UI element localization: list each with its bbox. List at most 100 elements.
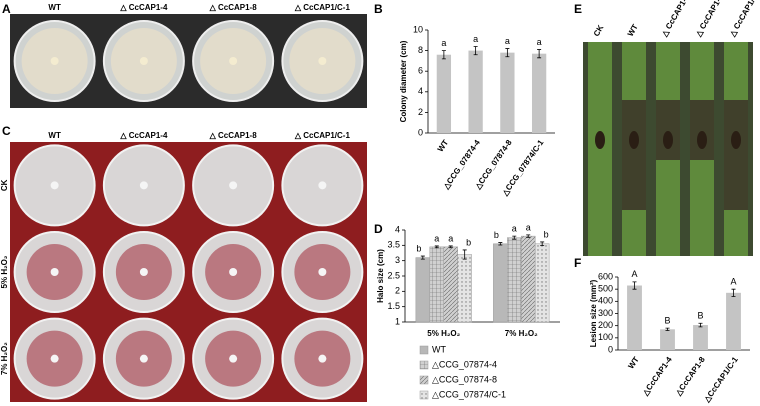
lesion (724, 100, 748, 210)
wound (697, 131, 707, 149)
bar (457, 254, 472, 323)
x-tick-label: △CcCAP1-8 (673, 355, 707, 398)
significance-letter: A (730, 277, 736, 287)
error-bar (462, 249, 467, 260)
significance-letter: b (494, 230, 499, 240)
y-tick-label: 4 (418, 86, 423, 96)
plug (318, 354, 327, 363)
plug (139, 181, 148, 190)
lesion (656, 100, 680, 160)
plug (229, 57, 238, 65)
wound (595, 131, 605, 149)
significance-letter: b (544, 229, 549, 239)
error-bar (505, 48, 510, 58)
plug (50, 57, 59, 65)
column-label: △ CcCAP1-4 (119, 3, 168, 12)
plug (229, 181, 238, 190)
error-bar (448, 245, 453, 249)
column-label: WT (626, 23, 640, 38)
y-tick-label: 1 (395, 316, 400, 326)
column-label: △ CcCAP1/C-1 (294, 131, 351, 140)
panel-label: A (2, 2, 11, 16)
significance-letter: b (416, 243, 421, 253)
y-axis-label: Lesion size (mm²) (589, 279, 598, 347)
y-tick-label: 500 (598, 284, 613, 294)
error-bar (512, 235, 517, 240)
wound (629, 131, 639, 149)
plug (139, 57, 148, 65)
significance-letter: a (441, 38, 446, 48)
legend-label: △CCG_07874/C-1 (432, 389, 506, 399)
column-label: WT (48, 131, 61, 140)
legend-swatch (419, 345, 429, 355)
significance-letter: a (434, 233, 439, 243)
error-bar (698, 322, 703, 328)
y-tick-label: 2 (418, 107, 423, 117)
plug (139, 268, 148, 276)
x-tick-label: 5% H₂O₂ (427, 329, 460, 338)
wound (731, 131, 741, 149)
y-tick-label: 300 (598, 308, 613, 318)
bar (521, 235, 536, 323)
y-tick-label: 1.5 (387, 301, 400, 311)
bar (627, 285, 642, 350)
legend-swatch (419, 375, 429, 385)
plug (318, 181, 327, 190)
x-tick-label: WT (626, 355, 641, 370)
y-tick-label: 0 (418, 127, 423, 137)
y-tick-label: 10 (413, 24, 423, 34)
error-bar (537, 49, 542, 59)
plug (50, 268, 59, 276)
error-bar (473, 46, 478, 56)
lesion (622, 100, 646, 210)
y-tick-label: 6 (418, 66, 423, 76)
error-bar (498, 242, 503, 246)
significance-letter: a (526, 222, 531, 232)
legend-label: WT (432, 344, 446, 354)
legend-swatch (419, 390, 429, 400)
column-label: △ CcCAP1/C-1 (727, 0, 760, 39)
significance-letter: a (537, 37, 542, 47)
y-tick-label: 2.5 (387, 270, 400, 280)
column-label: △ CcCAP1/C-1 (294, 3, 351, 12)
panel-label: C (2, 124, 11, 138)
error-bar (420, 255, 425, 260)
row-label: 5% H₂O₂ (0, 255, 9, 288)
bar (436, 54, 452, 133)
error-bar (731, 288, 736, 297)
bar (429, 246, 444, 323)
error-bar (632, 281, 637, 290)
plug (139, 354, 148, 363)
column-label: △ CcCAP1-8 (693, 0, 725, 39)
significance-letter: a (473, 34, 478, 44)
wound (663, 131, 673, 149)
y-tick-label: 600 (598, 271, 613, 281)
error-bar (526, 234, 531, 238)
x-tick-label: △CcCAP1/C-1 (702, 355, 741, 405)
column-label: △ CcCAP1-8 (209, 131, 258, 140)
plug (318, 268, 327, 276)
y-tick-label: 100 (598, 332, 613, 342)
y-tick-label: 200 (598, 320, 613, 330)
bar (726, 292, 741, 350)
significance-letter: B (664, 315, 670, 325)
y-tick-label: 4 (395, 224, 400, 234)
y-tick-label: 400 (598, 296, 613, 306)
bar (693, 325, 708, 350)
panel-label: F (574, 256, 581, 270)
row-label: CK (0, 179, 9, 191)
x-tick-label: 7% H₂O₂ (505, 329, 538, 338)
error-bar (540, 241, 545, 247)
bar (660, 329, 675, 350)
plug (50, 181, 59, 190)
significance-letter: a (505, 36, 510, 46)
significance-letter: A (631, 269, 637, 279)
column-label: △ CcCAP1-4 (659, 0, 691, 39)
panel-label: B (374, 2, 383, 16)
x-tick-label: △CcCAP1-4 (640, 355, 674, 398)
y-tick-label: 0 (608, 344, 613, 354)
error-bar (434, 245, 439, 249)
legend-label: △CCG_07874-4 (432, 359, 497, 369)
bar (415, 257, 431, 323)
